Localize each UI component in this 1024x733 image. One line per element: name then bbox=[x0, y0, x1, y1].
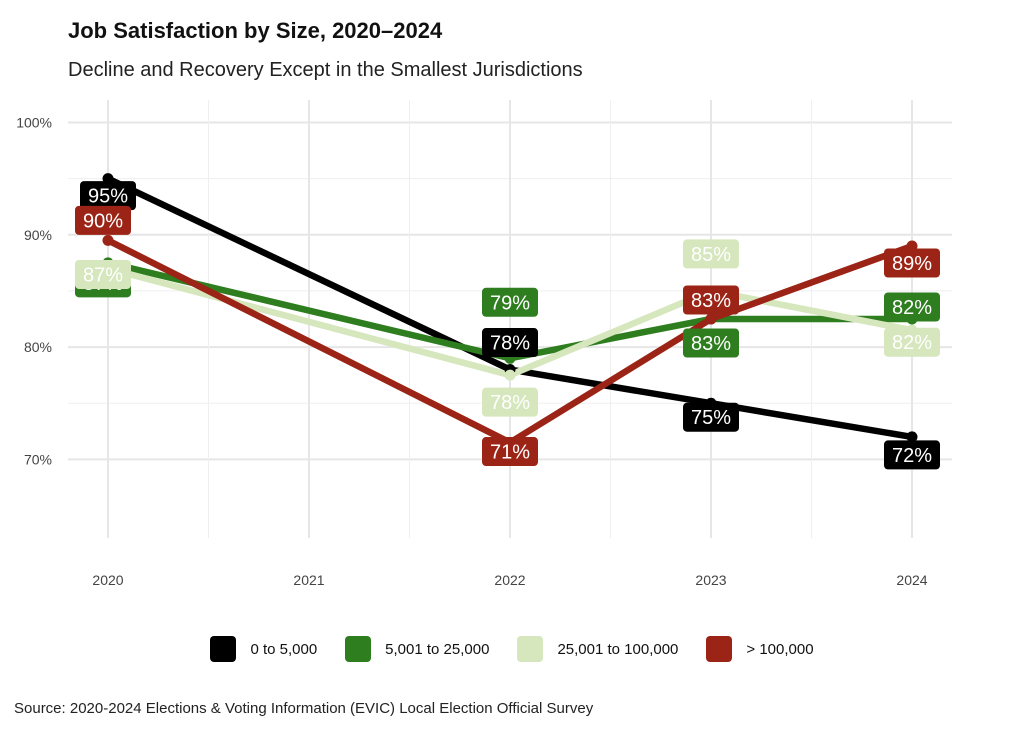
data-point bbox=[504, 369, 516, 381]
data-label-box bbox=[683, 402, 739, 432]
data-label: 78% bbox=[490, 333, 530, 355]
data-label-box bbox=[884, 440, 940, 470]
data-label: 85% bbox=[691, 244, 731, 266]
y-tick-label: 80% bbox=[24, 339, 52, 355]
data-label: 83% bbox=[691, 290, 731, 312]
series-lines bbox=[104, 175, 916, 446]
legend-item: 0 to 5,000 bbox=[210, 636, 317, 662]
chart-title: Job Satisfaction by Size, 2020–2024 bbox=[68, 18, 443, 43]
data-label: 82% bbox=[892, 332, 932, 354]
data-label: 95% bbox=[88, 186, 128, 208]
y-tick-label: 100% bbox=[16, 114, 52, 130]
data-label: 89% bbox=[892, 253, 932, 275]
data-label-box bbox=[482, 387, 538, 417]
data-label: 78% bbox=[490, 392, 530, 414]
data-label-box bbox=[482, 287, 538, 317]
data-label-box bbox=[683, 328, 739, 358]
legend-item: > 100,000 bbox=[706, 636, 814, 662]
x-tick-label: 2020 bbox=[92, 572, 123, 588]
x-tick-label: 2022 bbox=[494, 572, 525, 588]
legend-swatch bbox=[517, 636, 544, 662]
data-label-box bbox=[884, 327, 940, 357]
source-note: Source: 2020-2024 Elections & Voting Inf… bbox=[14, 700, 594, 717]
y-tick-label: 70% bbox=[24, 451, 52, 467]
data-point bbox=[102, 234, 114, 246]
legend-swatch bbox=[706, 636, 733, 662]
data-label-box bbox=[683, 239, 739, 269]
data-label-box bbox=[75, 259, 131, 289]
x-tick-label: 2024 bbox=[896, 572, 927, 588]
legend-item: 5,001 to 25,000 bbox=[345, 636, 489, 662]
x-tick-label: 2023 bbox=[695, 572, 726, 588]
legend-label: 5,001 to 25,000 bbox=[385, 640, 490, 658]
x-axis-ticks: 2020 2021 2022 2023 2024 bbox=[92, 572, 927, 588]
data-label: 79% bbox=[490, 292, 530, 314]
legend: 0 to 5,000 5,001 to 25,000 25,001 to 100,0… bbox=[0, 636, 1024, 662]
data-point bbox=[906, 431, 918, 443]
data-label-box bbox=[75, 205, 131, 235]
data-label-box bbox=[884, 292, 940, 322]
legend-item: 25,001 to 100,000 bbox=[517, 636, 678, 662]
data-labels: 95%78%75%72%87%79%83%82%87%78%85%82%90%7… bbox=[75, 181, 940, 470]
data-label-box bbox=[80, 181, 136, 211]
legend-label: 0 to 5,000 bbox=[250, 640, 318, 658]
x-tick-label: 2021 bbox=[293, 572, 324, 588]
data-label-box bbox=[683, 285, 739, 315]
series-line-0 bbox=[104, 175, 916, 441]
data-label: 90% bbox=[83, 210, 123, 232]
data-label: 87% bbox=[83, 264, 123, 286]
chart-subtitle: Decline and Recovery Except in the Small… bbox=[68, 59, 583, 81]
data-label-box bbox=[884, 248, 940, 278]
data-label-box bbox=[482, 437, 538, 467]
data-label: 82% bbox=[892, 297, 932, 319]
data-point bbox=[705, 313, 717, 325]
series-line-2 bbox=[104, 265, 916, 379]
data-label: 75% bbox=[691, 407, 731, 429]
y-tick-label: 90% bbox=[24, 227, 52, 243]
legend-swatch bbox=[345, 636, 372, 662]
data-label-box bbox=[482, 328, 538, 358]
data-label: 83% bbox=[691, 333, 731, 355]
legend-label: > 100,000 bbox=[746, 640, 814, 658]
data-label: 72% bbox=[892, 445, 932, 467]
legend-swatch bbox=[210, 636, 237, 662]
series-line-1 bbox=[104, 259, 916, 362]
series-line-3 bbox=[104, 237, 916, 446]
line-chart: 70% 80% 90% 100% 2020 2021 2022 2023 2024 95% 78… bbox=[16, 100, 952, 588]
y-axis-ticks: 70% 80% 90% 100% bbox=[16, 114, 52, 467]
legend-label: 25,001 to 100,000 bbox=[557, 640, 679, 658]
data-label: 71% bbox=[490, 442, 530, 464]
